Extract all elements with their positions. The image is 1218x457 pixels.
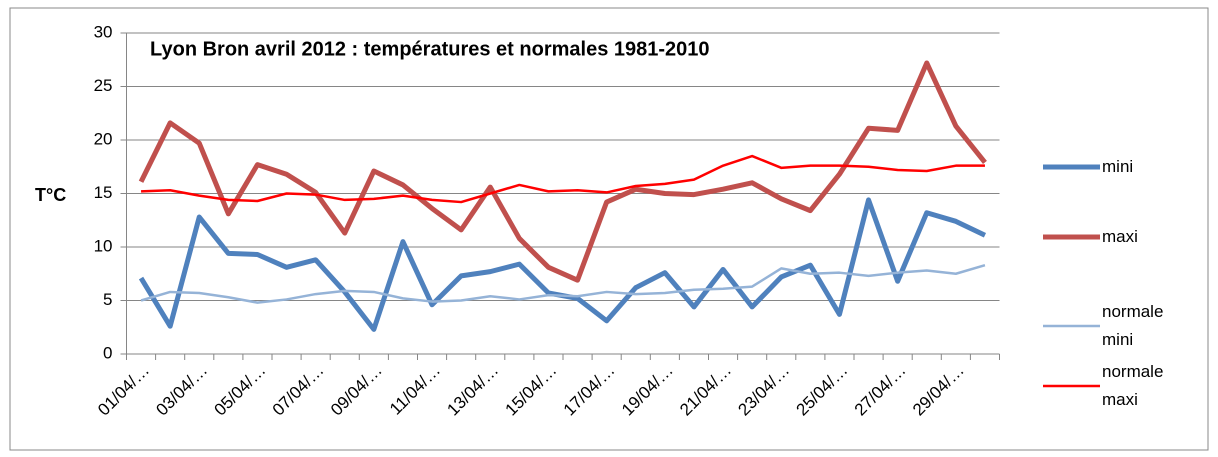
x-tick-label: 11/04/… — [386, 361, 444, 419]
x-tick-label: 05/04/… — [211, 361, 270, 420]
legend-label: normale maxi — [1102, 362, 1164, 409]
y-tick-label: 0 — [103, 343, 112, 362]
x-tick-label: 23/04/… — [734, 361, 793, 420]
series-line — [138, 197, 987, 332]
x-tick-label: 03/04/… — [152, 361, 211, 420]
y-tick-label: 25 — [94, 76, 113, 95]
x-tick-label: 07/04/… — [269, 361, 328, 420]
x-tick-label: 19/04/… — [618, 361, 677, 420]
y-tick-label: 20 — [94, 129, 113, 148]
x-tick-label: 09/04/… — [327, 361, 386, 420]
y-axis-label: T°C — [35, 185, 66, 205]
legend-label: normale mini — [1102, 302, 1164, 349]
chart-title: Lyon Bron avril 2012 : températures et n… — [150, 38, 710, 60]
x-tick-label: 01/04/… — [94, 361, 153, 420]
y-tick-label: 10 — [94, 236, 113, 255]
x-tick-label: 17/04/… — [560, 361, 619, 420]
x-tick-label: 15/04/… — [502, 361, 561, 420]
series-line — [140, 263, 986, 304]
legend-label: mini — [1102, 157, 1134, 176]
x-tick-label: 13/04/… — [443, 361, 502, 420]
legend-label: maxi — [1102, 227, 1138, 246]
series-line — [141, 154, 985, 204]
y-tick-label: 5 — [103, 290, 112, 309]
x-tick-label: 25/04/… — [793, 361, 852, 420]
chart-frame — [9, 7, 1209, 451]
y-tick-label: 15 — [94, 183, 113, 202]
x-tick-label: 21/04/… — [676, 361, 735, 420]
x-tick-label: 27/04/… — [851, 361, 910, 420]
y-tick-label: 30 — [94, 22, 113, 41]
x-tick-label: 29/04/… — [909, 361, 968, 420]
